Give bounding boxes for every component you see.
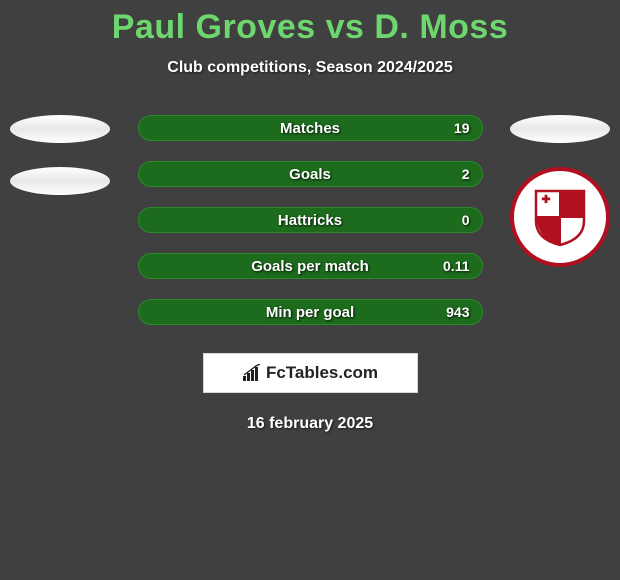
stat-label: Min per goal <box>139 304 482 321</box>
stat-bar-min-per-goal: Min per goal 943 <box>138 299 483 325</box>
right-badge-column <box>510 115 610 267</box>
player2-club-badge <box>510 167 610 267</box>
content: Matches 19 Goals 2 Hattricks 0 Goals per… <box>0 115 620 433</box>
footer-date: 16 february 2025 <box>0 415 620 433</box>
stat-bar-matches: Matches 19 <box>138 115 483 141</box>
stat-label: Hattricks <box>139 212 482 229</box>
brand-text: FcTables.com <box>266 363 378 383</box>
player1-badge-placeholder <box>10 115 110 143</box>
stat-value-right: 943 <box>446 304 469 320</box>
brand-box: FcTables.com <box>203 353 418 393</box>
page-title: Paul Groves vs D. Moss <box>0 0 620 47</box>
stat-value-right: 2 <box>462 166 470 182</box>
stat-value-right: 19 <box>454 120 470 136</box>
shield-icon <box>532 187 588 247</box>
stat-value-right: 0 <box>462 212 470 228</box>
stat-bars: Matches 19 Goals 2 Hattricks 0 Goals per… <box>138 115 483 325</box>
stat-bar-goals-per-match: Goals per match 0.11 <box>138 253 483 279</box>
stat-label: Goals <box>139 166 482 183</box>
player2-badge-placeholder <box>510 115 610 143</box>
left-badge-column <box>10 115 110 195</box>
subtitle: Club competitions, Season 2024/2025 <box>0 59 620 77</box>
stat-bar-goals: Goals 2 <box>138 161 483 187</box>
stat-bar-hattricks: Hattricks 0 <box>138 207 483 233</box>
stat-value-right: 0.11 <box>443 258 469 274</box>
player1-club-placeholder <box>10 167 110 195</box>
stat-label: Matches <box>139 120 482 137</box>
chart-icon <box>242 364 262 382</box>
stat-label: Goals per match <box>139 258 482 275</box>
